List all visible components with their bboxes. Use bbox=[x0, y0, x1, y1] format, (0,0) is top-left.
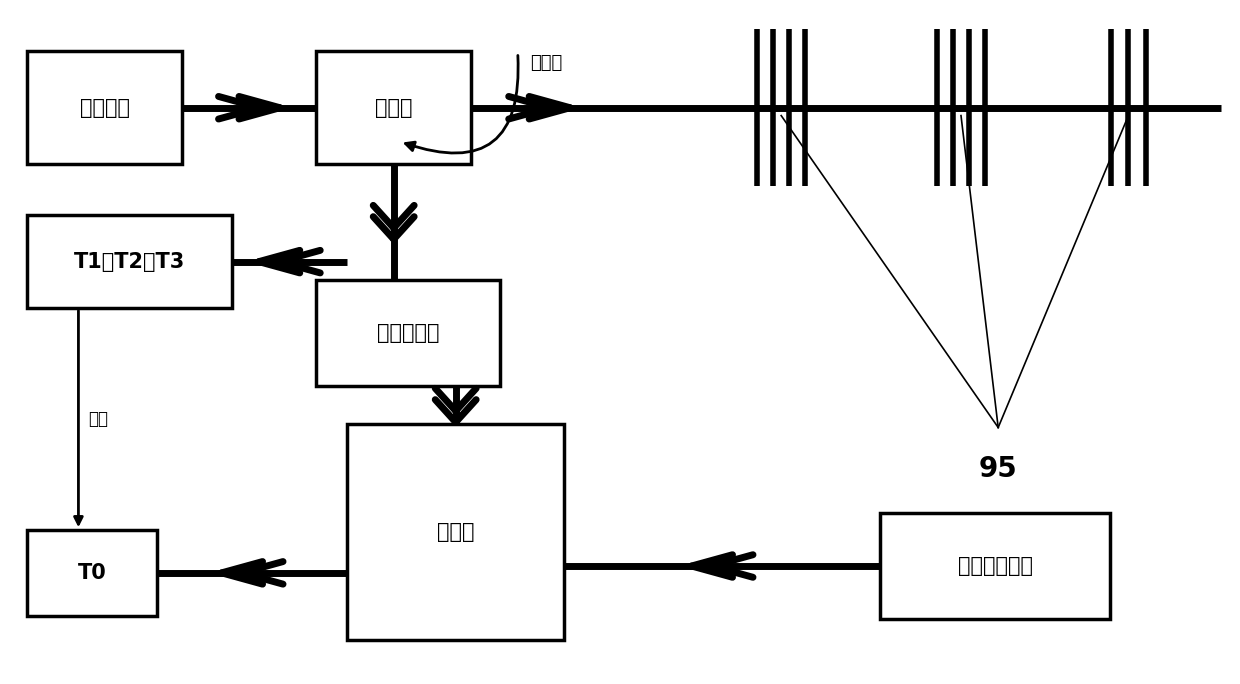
Bar bbox=[347, 424, 564, 640]
Text: 处理器: 处理器 bbox=[436, 522, 475, 542]
Bar bbox=[27, 215, 232, 308]
Bar bbox=[880, 513, 1110, 619]
Text: 95: 95 bbox=[978, 455, 1018, 483]
Text: 光波解调器: 光波解调器 bbox=[377, 324, 439, 343]
Text: 校准: 校准 bbox=[88, 410, 108, 428]
Text: 反射光: 反射光 bbox=[531, 54, 563, 72]
Text: 鲄电阔电信号: 鲄电阔电信号 bbox=[957, 556, 1033, 576]
Text: T1、T2、T3: T1、T2、T3 bbox=[74, 252, 185, 272]
FancyArrowPatch shape bbox=[405, 55, 518, 153]
Bar bbox=[316, 51, 471, 164]
Bar bbox=[316, 280, 500, 386]
Bar bbox=[27, 51, 182, 164]
Text: T0: T0 bbox=[78, 563, 107, 583]
Text: 耦合器: 耦合器 bbox=[374, 98, 413, 118]
Text: 宿带光源: 宿带光源 bbox=[79, 98, 130, 118]
Bar bbox=[27, 530, 157, 616]
